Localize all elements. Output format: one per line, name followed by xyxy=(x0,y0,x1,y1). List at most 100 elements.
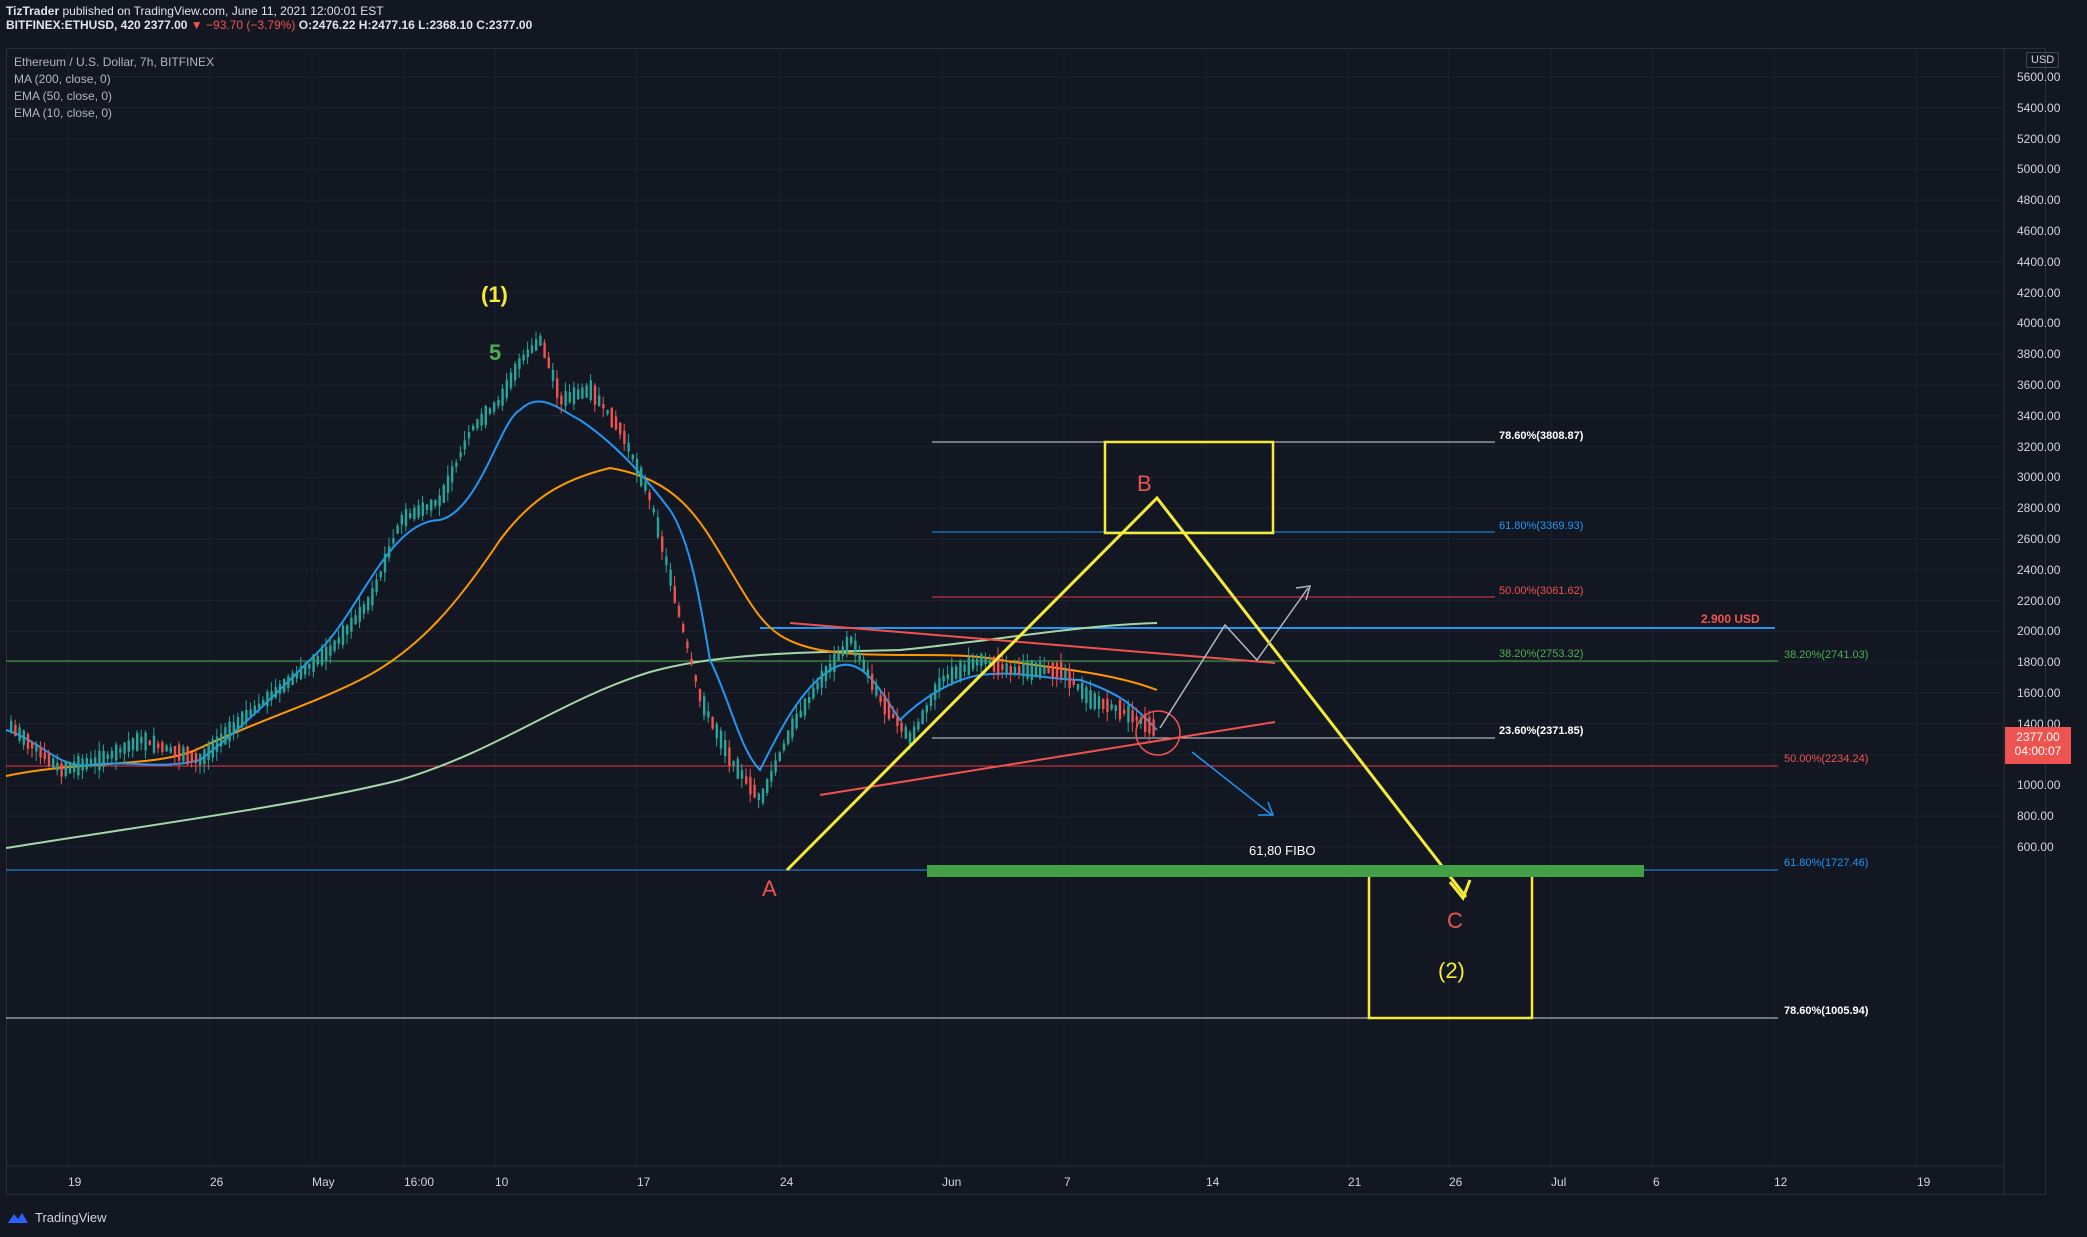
candle-body xyxy=(589,380,592,400)
price-tick: 3000.00 xyxy=(2017,470,2061,485)
candle-body xyxy=(228,721,231,742)
candle-body xyxy=(862,659,865,671)
candle-body xyxy=(262,700,265,705)
wave-b-label: B xyxy=(1137,471,1152,496)
resistance-trendline[interactable] xyxy=(789,622,1276,664)
candle-body xyxy=(614,416,618,430)
candle-body xyxy=(673,586,676,603)
fibo-618-zone[interactable] xyxy=(927,865,1644,877)
candle-body xyxy=(560,395,563,405)
bullish-projection-path[interactable] xyxy=(1159,587,1309,729)
legend-ma200[interactable]: MA (200, close, 0) xyxy=(14,72,111,86)
candle-body xyxy=(333,640,336,652)
candle-body xyxy=(900,722,903,732)
footer-bar xyxy=(0,1200,2087,1237)
candle-body xyxy=(854,640,857,657)
candle-body xyxy=(971,658,975,670)
candle-body xyxy=(358,606,361,622)
candle-body xyxy=(148,740,151,746)
candle-body xyxy=(942,675,945,682)
chart-pane[interactable] xyxy=(6,48,2046,1195)
candle-body xyxy=(136,732,139,752)
legend-title[interactable]: Ethereum / U.S. Dollar, 7h, BITFINEX xyxy=(14,55,215,69)
candle-body xyxy=(400,514,403,525)
candle-body xyxy=(585,385,588,398)
candle-body xyxy=(556,378,559,398)
last-price-badge[interactable]: 2377.00 04:00:07 xyxy=(2005,727,2071,764)
candle-body xyxy=(665,556,668,566)
candle-body xyxy=(291,672,294,686)
candle-body xyxy=(572,387,576,405)
time-axis[interactable]: 19 26 May 16:00 10 17 24 Jun 7 14 21 26 Jul 6 12 19 xyxy=(6,1166,2004,1196)
candle-body xyxy=(85,757,88,770)
candle-body xyxy=(778,752,781,761)
candle-body xyxy=(94,757,97,766)
candle-body xyxy=(404,509,408,527)
candle-body xyxy=(194,753,198,764)
support-trendline[interactable] xyxy=(819,721,1276,796)
chart-header: TizTrader published on TradingView.com, … xyxy=(0,0,2087,40)
candle-body xyxy=(81,758,84,771)
time-tick: 19 xyxy=(68,1175,82,1189)
price-axis[interactable]: USD 5600.00 5400.00 5200.00 5000.00 4800.00 4… xyxy=(2005,48,2087,1166)
time-tick: 26 xyxy=(1449,1175,1463,1189)
symbol-label: BITFINEX:ETHUSD, 420 xyxy=(6,18,141,32)
ema10-line[interactable] xyxy=(5,400,1158,772)
candle-body xyxy=(803,698,807,716)
currency-label[interactable]: USD xyxy=(2026,52,2060,68)
candle-body xyxy=(522,354,525,361)
candle-body xyxy=(1127,705,1130,723)
candle-body xyxy=(761,788,765,804)
candle-body xyxy=(1106,698,1109,713)
ma200-line[interactable] xyxy=(5,622,1158,849)
time-tick: Jun xyxy=(942,1175,962,1189)
wave-b-target-box[interactable] xyxy=(1103,440,1275,535)
legend-ema50[interactable]: EMA (50, close, 0) xyxy=(14,89,113,103)
time-tick: 21 xyxy=(1348,1175,1362,1189)
price-tick: 3600.00 xyxy=(2017,378,2061,392)
candle-body xyxy=(14,724,17,736)
candle-body xyxy=(346,625,349,635)
candle-body xyxy=(921,710,924,725)
abc-wave-path[interactable] xyxy=(785,495,1468,898)
down-triangle-icon: ▼ xyxy=(190,18,203,32)
time-tick: Jul xyxy=(1551,1175,1567,1189)
candle-body xyxy=(299,666,303,680)
candle-body xyxy=(967,656,970,676)
candle-body xyxy=(1093,693,1096,710)
candle-body xyxy=(207,745,210,761)
price-tick: 3800.00 xyxy=(2017,347,2061,362)
candle-body xyxy=(1055,662,1059,678)
candle-body xyxy=(1030,660,1033,680)
time-tick: May xyxy=(312,1175,335,1189)
candle-body xyxy=(551,369,555,381)
candle-body xyxy=(690,658,693,665)
wave-c-target-box[interactable] xyxy=(1367,866,1534,1020)
candle-body xyxy=(631,454,634,460)
price-change: −93.70 (−3.79%) xyxy=(206,18,296,32)
candle-body xyxy=(1001,664,1004,670)
candle-body xyxy=(808,697,811,703)
candlestick-series[interactable] xyxy=(10,331,1155,809)
bearish-projection-path[interactable] xyxy=(1191,751,1273,816)
fib-50-right-label: 50.00%(3061.62) xyxy=(1499,585,1584,597)
candle-body xyxy=(320,649,324,665)
published-text: published on TradingView.com, June 11, 2… xyxy=(62,4,384,18)
candle-body xyxy=(766,779,769,793)
fib-786-left-label: 78.60%(1005.94) xyxy=(1784,1005,1869,1017)
candle-body xyxy=(362,604,366,614)
fibo-zone-label: 61,80 FIBO xyxy=(1249,843,1316,858)
time-tick: 16:00 xyxy=(404,1175,435,1189)
highlight-circle[interactable] xyxy=(1135,710,1181,756)
publisher-name[interactable]: TizTrader xyxy=(6,4,60,18)
legend-ema10[interactable]: EMA (10, close, 0) xyxy=(14,106,113,120)
candle-body xyxy=(799,710,802,718)
candle-body xyxy=(1110,704,1113,710)
ema50-line[interactable] xyxy=(5,466,1158,777)
candle-body xyxy=(350,617,353,632)
candle-body xyxy=(879,695,882,703)
candle-body xyxy=(824,666,828,682)
candle-body xyxy=(892,713,895,719)
tradingview-brand[interactable]: TradingView xyxy=(6,1210,107,1225)
